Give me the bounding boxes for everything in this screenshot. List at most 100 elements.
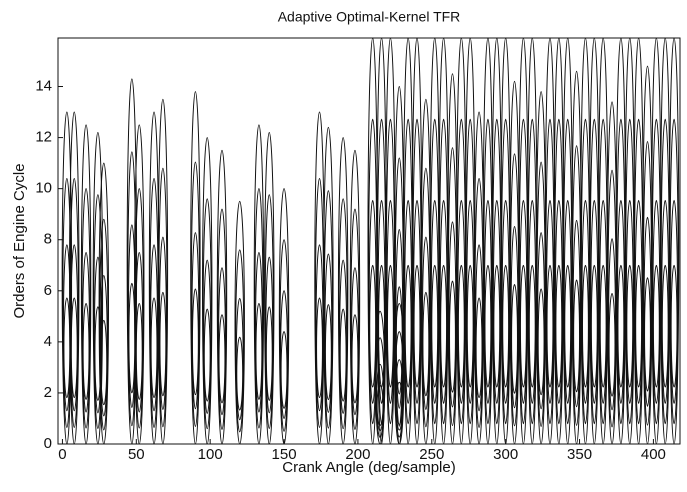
contour-line	[99, 274, 108, 417]
contour-line	[368, 199, 377, 404]
contour-line	[376, 385, 384, 426]
contour-line	[315, 244, 324, 412]
contour-line	[323, 126, 334, 444]
contour-line	[254, 188, 264, 429]
contour-line	[203, 259, 212, 414]
contour-line	[484, 264, 492, 388]
x-tick-label: 100	[198, 446, 223, 463]
contour-line	[158, 236, 167, 411]
contour-line	[644, 277, 651, 392]
contour-line	[519, 264, 527, 388]
contour-line	[378, 264, 386, 388]
contour-line	[537, 288, 545, 396]
x-tick-label: 300	[493, 446, 518, 463]
contour-line	[670, 199, 679, 404]
contour-line	[253, 124, 265, 444]
contour-line	[457, 199, 466, 404]
contour-line	[351, 267, 359, 416]
contour-line	[279, 239, 289, 432]
x-tick-label: 50	[128, 446, 145, 463]
contour-line	[440, 264, 448, 388]
contour-line	[377, 199, 386, 404]
contour-line	[369, 264, 377, 388]
contour-line	[191, 232, 200, 410]
contour-line	[422, 291, 430, 397]
contour-line	[63, 297, 71, 399]
contour-line	[157, 98, 169, 444]
contour-line	[70, 297, 78, 399]
contour-line	[235, 297, 244, 421]
contour-line	[234, 200, 245, 444]
y-tick-label: 6	[44, 282, 52, 299]
contour-line	[128, 282, 136, 394]
contour-line	[643, 216, 652, 407]
contour-line	[202, 198, 212, 430]
contour-line	[555, 264, 563, 388]
contour-line	[324, 253, 333, 413]
contour-line	[126, 78, 138, 444]
contour-line	[191, 288, 199, 396]
contour-line	[394, 331, 404, 438]
contour-line	[217, 208, 227, 430]
contour-line	[134, 124, 145, 444]
contour-line	[202, 137, 213, 444]
contour-line	[404, 264, 412, 388]
plot-frame	[57, 37, 681, 445]
contour-line	[236, 336, 244, 411]
contour-line	[581, 264, 589, 388]
contour-line	[264, 194, 274, 429]
contour-line	[80, 124, 92, 444]
contour-line	[475, 244, 484, 412]
contour-line	[590, 199, 599, 404]
contour-line	[280, 290, 288, 419]
contour-line	[324, 304, 332, 401]
contour-line	[98, 162, 109, 444]
contour-line	[608, 238, 616, 411]
contour-line	[150, 244, 158, 412]
y-tick-label: 8	[44, 231, 52, 248]
contour-line	[573, 279, 581, 393]
y-tick-label: 14	[35, 77, 52, 94]
contour-line	[528, 264, 536, 388]
contour-line	[448, 221, 457, 408]
x-axis-label: Crank Angle (deg/sample)	[282, 459, 455, 476]
contour-line	[528, 199, 537, 404]
contour-line	[669, 118, 679, 425]
contour-line	[338, 198, 348, 430]
contour-line	[581, 199, 590, 404]
y-axis-label: Orders of Engine Cycle	[11, 163, 28, 318]
contour-line	[661, 199, 670, 404]
contour-line	[449, 280, 456, 393]
contour-line	[316, 297, 323, 399]
contour-line	[599, 264, 607, 388]
contour-line	[483, 199, 492, 404]
contour-line	[546, 199, 554, 404]
contour-line	[492, 199, 501, 404]
contour-line	[652, 199, 661, 404]
contour-line	[81, 188, 91, 429]
y-tick-label: 0	[44, 435, 52, 452]
contour-line	[466, 264, 474, 388]
contour-line	[134, 188, 144, 429]
contour-line	[339, 259, 348, 414]
contour-line	[554, 199, 563, 404]
contour-line	[395, 229, 404, 409]
contour-line	[519, 199, 528, 404]
contour-line	[323, 190, 333, 429]
contour-line	[254, 251, 263, 413]
contour-line	[439, 199, 448, 404]
contour-line	[413, 199, 421, 404]
contour-line	[203, 308, 211, 402]
contour-line	[235, 249, 245, 433]
contour-line	[218, 267, 226, 416]
contour-line	[280, 331, 288, 409]
contour-line	[661, 264, 669, 388]
y-tick-label: 12	[35, 129, 52, 146]
contour-area	[61, 38, 680, 444]
contour-line	[564, 264, 572, 388]
contour-line	[670, 264, 678, 388]
contour-line	[626, 264, 634, 388]
contour-line	[635, 264, 643, 388]
contour-line	[501, 199, 510, 404]
contour-line	[255, 303, 263, 400]
